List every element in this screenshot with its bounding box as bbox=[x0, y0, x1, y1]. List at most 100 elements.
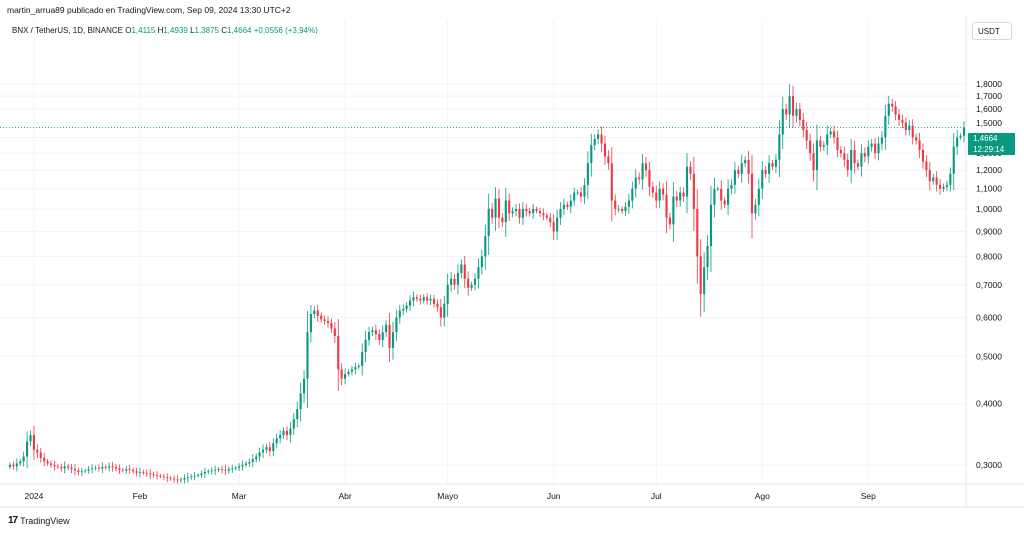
candle-body bbox=[155, 475, 159, 476]
candle-body bbox=[214, 469, 217, 471]
candle-body bbox=[453, 278, 456, 285]
candle-body bbox=[600, 134, 603, 144]
candle-body bbox=[791, 96, 795, 116]
candle-body bbox=[378, 334, 381, 340]
candle-body bbox=[422, 297, 425, 301]
candle-body bbox=[275, 438, 278, 444]
symbol-ohlc-line: BNX / TetherUS, 1D, BINANCE O1,4115 H1,4… bbox=[12, 26, 318, 35]
candle-body bbox=[511, 211, 514, 214]
candle-body bbox=[149, 473, 152, 475]
candle-body bbox=[200, 473, 203, 476]
candle-body bbox=[388, 324, 391, 348]
candle-body bbox=[897, 114, 901, 120]
candle-body bbox=[63, 466, 66, 469]
high-value: 1,4939 bbox=[163, 26, 188, 35]
candle-body bbox=[774, 159, 777, 167]
candle-body bbox=[962, 127, 966, 136]
candle-body bbox=[870, 143, 873, 147]
candle-body bbox=[942, 186, 945, 189]
candle-body bbox=[525, 208, 528, 212]
candle-body bbox=[323, 319, 326, 322]
candle-body bbox=[179, 479, 183, 481]
candle-body bbox=[518, 208, 521, 218]
candle-body bbox=[843, 153, 846, 160]
candle-body bbox=[409, 300, 412, 306]
candle-body bbox=[128, 469, 131, 470]
candle-body bbox=[36, 449, 39, 453]
candle-body bbox=[949, 173, 952, 185]
tradingview-logo[interactable]: 17 TradingView bbox=[8, 515, 70, 526]
candle-body bbox=[145, 472, 148, 474]
candle-body bbox=[87, 469, 90, 471]
candle-body bbox=[152, 474, 155, 476]
candle-body bbox=[638, 177, 641, 180]
candle-body bbox=[101, 466, 104, 469]
candle-body bbox=[651, 186, 654, 193]
candle-body bbox=[456, 272, 459, 285]
candle-body bbox=[542, 213, 545, 216]
candle-body bbox=[371, 330, 374, 333]
y-tick-label: 0,9000 bbox=[976, 226, 1002, 236]
tradingview-brand: TradingView bbox=[20, 515, 70, 526]
candle-body bbox=[169, 477, 172, 479]
y-tick-label: 1,2000 bbox=[976, 165, 1002, 175]
candle-body bbox=[515, 208, 518, 212]
candle-body bbox=[788, 96, 791, 115]
y-tick-label: 1,5000 bbox=[976, 118, 1002, 128]
currency-selector[interactable]: USDT bbox=[972, 22, 1012, 40]
x-tick-label: Ago bbox=[755, 491, 770, 501]
candle-body bbox=[467, 278, 470, 288]
candle-body bbox=[193, 475, 196, 477]
candle-body bbox=[251, 459, 254, 463]
candle-body bbox=[839, 149, 842, 154]
candle-body bbox=[716, 188, 719, 190]
candle-body bbox=[316, 310, 319, 316]
close-label: C bbox=[221, 26, 227, 35]
candle-body bbox=[296, 409, 299, 420]
y-tick-label: 0,8000 bbox=[976, 251, 1002, 261]
candle-body bbox=[850, 149, 853, 171]
candle-body bbox=[176, 479, 179, 481]
candle-body bbox=[634, 177, 637, 189]
candle-body bbox=[22, 456, 25, 462]
candle-body bbox=[925, 161, 928, 171]
candle-body bbox=[313, 310, 316, 315]
candle-body bbox=[733, 170, 736, 185]
candle-body bbox=[945, 184, 948, 187]
candle-body bbox=[53, 464, 56, 467]
symbol-name[interactable]: BNX / TetherUS, 1D, BINANCE bbox=[12, 26, 123, 35]
candle-body bbox=[484, 236, 487, 257]
candle-body bbox=[159, 475, 162, 477]
candle-body bbox=[132, 469, 135, 472]
candle-body bbox=[662, 188, 665, 195]
candle-body bbox=[67, 466, 70, 468]
candle-body bbox=[415, 297, 418, 299]
candle-body bbox=[364, 339, 367, 353]
candle-body bbox=[833, 131, 836, 138]
candle-body bbox=[405, 305, 408, 309]
candle-body bbox=[894, 106, 897, 115]
change-value: +0,0556 (+3,94%) bbox=[253, 26, 318, 35]
candle-body bbox=[460, 264, 463, 273]
candle-body bbox=[94, 467, 97, 469]
candle-body bbox=[607, 156, 610, 164]
candle-body bbox=[111, 466, 114, 468]
candle-body bbox=[880, 137, 883, 144]
candle-body bbox=[846, 159, 849, 171]
candle-body bbox=[802, 119, 805, 130]
x-tick-label: Sep bbox=[861, 491, 876, 501]
candle-body bbox=[528, 211, 531, 214]
y-tick-label: 0,4000 bbox=[976, 399, 1002, 409]
y-tick-label: 0,5000 bbox=[976, 351, 1002, 361]
candle-body bbox=[915, 137, 918, 141]
candle-body bbox=[320, 315, 323, 320]
y-tick-label: 1,8000 bbox=[976, 79, 1002, 89]
last-price-value: 1,4664 bbox=[973, 134, 998, 143]
candle-body bbox=[891, 103, 894, 107]
candle-body bbox=[402, 308, 405, 311]
candle-body bbox=[436, 303, 439, 308]
candle-body bbox=[463, 264, 466, 279]
candle-body bbox=[330, 322, 333, 329]
candle-body bbox=[203, 472, 206, 474]
